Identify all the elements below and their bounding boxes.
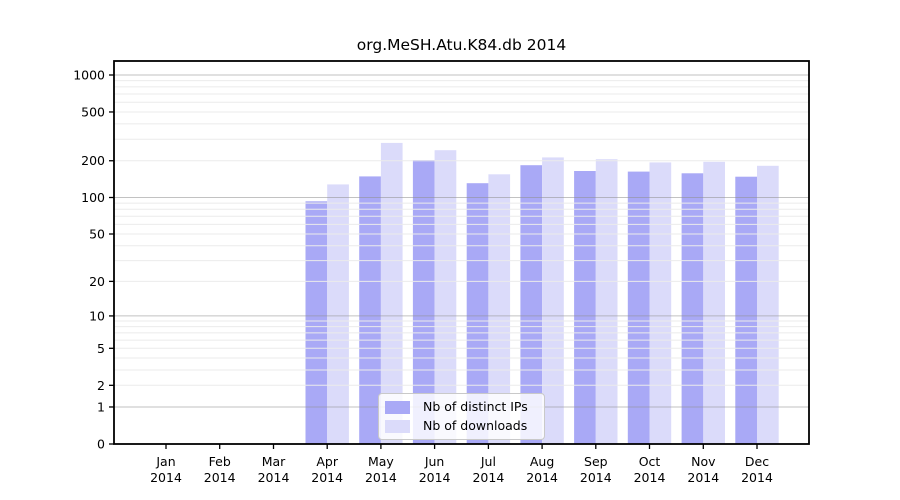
x-tick-label-month: Dec — [745, 454, 769, 469]
legend-label-downloads: Nb of downloads — [423, 418, 528, 433]
bar-may-downloads — [380, 142, 403, 444]
y-tick-label: 20 — [89, 274, 105, 289]
plot-border — [113, 60, 810, 445]
x-tick-label-year: 2014 — [634, 470, 666, 485]
legend-swatch-downloads — [385, 419, 410, 433]
bar-may-distinct-ips — [359, 176, 381, 444]
x-tick-label-year: 2014 — [365, 470, 397, 485]
y-tick-label: 50 — [89, 227, 105, 242]
y-tick-label: 0 — [97, 437, 105, 452]
y-tick-label: 1000 — [73, 68, 105, 83]
bar-jun-downloads — [434, 150, 457, 444]
y-tick-label: 10 — [89, 308, 105, 323]
bar-sep-downloads — [595, 159, 618, 444]
bar-aug-distinct-ips — [520, 165, 543, 444]
bar-oct-distinct-ips — [627, 171, 650, 444]
bar-jul-downloads — [488, 174, 511, 445]
legend-swatch-distinct-ips — [385, 400, 410, 414]
x-tick-label-year: 2014 — [741, 470, 773, 485]
x-tick-label-year: 2014 — [526, 470, 558, 485]
x-tick-label-year: 2014 — [258, 470, 290, 485]
x-tick-label-month: Mar — [262, 454, 286, 469]
bar-apr-downloads — [327, 184, 349, 444]
x-tick-label-month: Oct — [639, 454, 661, 469]
bar-dec-distinct-ips — [735, 176, 757, 444]
x-tick-label-month: May — [368, 454, 394, 469]
legend-item-downloads: Nb of downloads — [385, 419, 536, 433]
y-tick-label: 5 — [97, 341, 105, 356]
x-tick-label-month: Aug — [530, 454, 554, 469]
x-tick-label-year: 2014 — [150, 470, 182, 485]
x-tick-label-year: 2014 — [580, 470, 612, 485]
bar-dec-downloads — [757, 165, 779, 445]
bar-nov-downloads — [703, 161, 725, 445]
x-tick-label-month: Jul — [480, 454, 496, 469]
chart-title: org.MeSH.Atu.K84.db 2014 — [356, 36, 567, 54]
bar-aug-downloads — [542, 157, 564, 444]
x-tick-label-year: 2014 — [419, 470, 451, 485]
x-tick-label-year: 2014 — [472, 470, 504, 485]
y-tick-label: 200 — [81, 153, 105, 168]
x-tick-label-year: 2014 — [311, 470, 343, 485]
y-tick-label: 500 — [81, 105, 105, 120]
legend-label-distinct-ips: Nb of distinct IPs — [423, 399, 528, 414]
x-tick-label-year: 2014 — [687, 470, 719, 485]
x-tick-label-month: Apr — [316, 454, 338, 469]
legend-item-distinct-ips: Nb of distinct IPs — [385, 400, 536, 414]
bar-jun-distinct-ips — [412, 160, 435, 444]
bar-sep-distinct-ips — [574, 171, 596, 444]
y-tick-label: 1 — [97, 400, 105, 415]
x-tick-label-month: Sep — [584, 454, 608, 469]
bar-oct-downloads — [649, 162, 672, 444]
bar-apr-distinct-ips — [305, 201, 328, 444]
bar-nov-distinct-ips — [681, 173, 704, 445]
legend: Nb of distinct IPs Nb of downloads — [378, 393, 545, 440]
y-tick-label: 2 — [97, 378, 105, 393]
x-tick-label-month: Jan — [155, 454, 175, 469]
x-tick-label-month: Jun — [424, 454, 445, 469]
x-tick-label-month: Nov — [691, 454, 716, 469]
x-tick-label-month: Feb — [209, 454, 231, 469]
bar-jul-distinct-ips — [466, 183, 489, 444]
y-tick-label: 100 — [81, 190, 105, 205]
x-tick-label-year: 2014 — [204, 470, 236, 485]
